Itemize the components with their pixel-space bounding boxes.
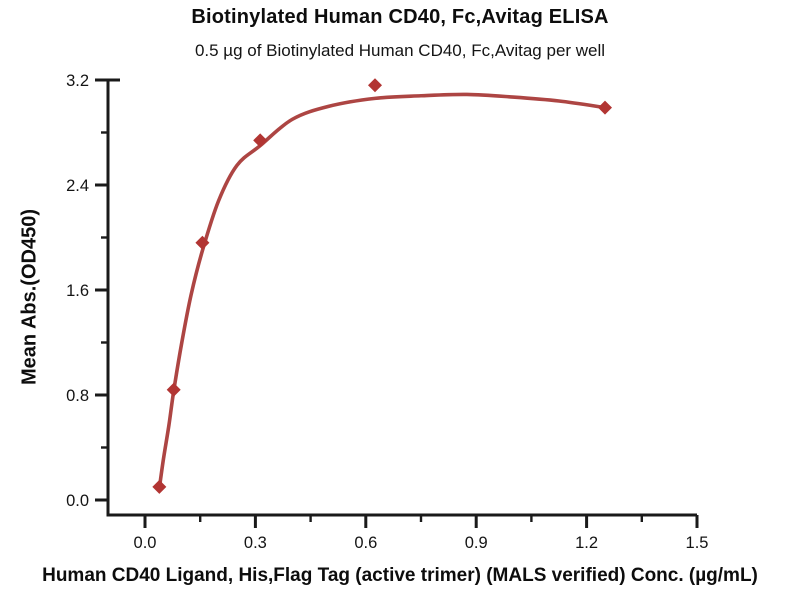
chart-subtitle: 0.5 µg of Biotinylated Human CD40, Fc,Av… [194, 41, 606, 60]
axis-ticks [95, 78, 699, 528]
y-tick-label: 0.8 [66, 387, 89, 405]
chart-title: Biotinylated Human CD40, Fc,Avitag ELISA [191, 6, 609, 28]
fit-curve [157, 92, 607, 490]
x-tick-label: 0.3 [244, 534, 267, 552]
y-tick-label: 1.6 [66, 282, 89, 300]
axis-spines [106, 78, 697, 517]
tick-labels: 0.0 0.3 0.6 0.9 1.2 1.5 0.0 0.8 1.6 2.4 3.2 [66, 72, 708, 552]
x-tick-label: 0.6 [354, 534, 377, 552]
x-axis-label: Human CD40 Ligand, His,Flag Tag (active … [42, 565, 758, 586]
x-tick-label: 0.9 [465, 534, 488, 552]
fit-curve-path [157, 92, 607, 490]
y-tick-label: 3.2 [66, 72, 89, 90]
data-point-diamond [368, 78, 382, 93]
x-tick-label: 0.0 [134, 534, 157, 552]
data-point-diamond [152, 479, 167, 494]
data-points [152, 78, 612, 494]
axes [106, 78, 697, 517]
y-tick-label: 0.0 [66, 492, 89, 510]
data-point-diamond [598, 100, 612, 115]
data-point-diamond [195, 235, 210, 250]
x-tick-label: 1.2 [575, 534, 598, 552]
x-tick-label: 1.5 [686, 534, 709, 552]
y-tick-label: 2.4 [66, 177, 89, 195]
data-point-diamond [166, 382, 181, 397]
data-point-diamond [253, 133, 268, 148]
